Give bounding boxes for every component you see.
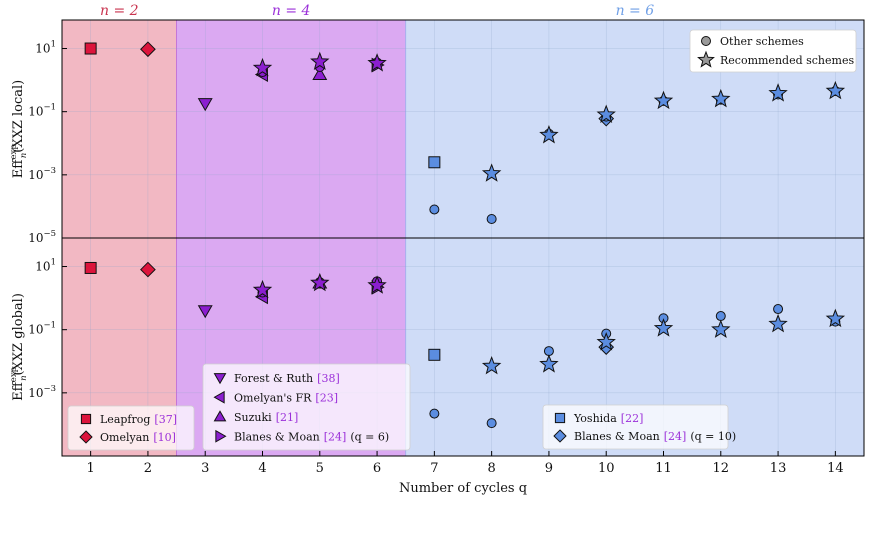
legend-label: Yoshida [22]	[573, 412, 643, 425]
point-star	[310, 51, 330, 71]
point-other	[486, 213, 497, 224]
legend-marker-triangle-up	[213, 410, 227, 422]
x-tick-label: 7	[430, 461, 438, 476]
legends: Other schemes Recommended schemes Leapfrog…	[67, 29, 857, 451]
point-star	[653, 90, 674, 110]
x-tick-label: 10	[598, 461, 615, 476]
point-star	[596, 332, 616, 351]
x-tick-label: 6	[373, 461, 381, 476]
point-star	[768, 313, 788, 333]
y-tick-label: 10−3	[28, 166, 56, 182]
point-star	[711, 319, 731, 338]
legend-label: Other schemes	[720, 35, 804, 48]
legend-label: Forest & Ruth [38]	[234, 372, 340, 385]
point-star	[768, 83, 788, 102]
data-points	[84, 41, 846, 429]
legend-box	[67, 405, 195, 451]
y-tick-label: 10−1	[28, 321, 56, 337]
point-triangle-up	[312, 66, 328, 80]
point-diamond	[140, 41, 156, 58]
x-axis-label: Number of cycles q	[399, 481, 527, 496]
point-star	[825, 308, 846, 328]
legend-label: Suzuki [21]	[234, 411, 298, 424]
point-star	[367, 275, 387, 294]
point-other	[715, 311, 726, 322]
legend-box	[202, 363, 411, 451]
x-tick-label: 4	[258, 461, 266, 476]
legend-marker-triangle-right	[215, 429, 227, 443]
point-other	[773, 304, 784, 315]
legend-box	[542, 404, 729, 450]
point-star	[711, 88, 731, 108]
legend-label: Omelyan [10]	[100, 431, 176, 444]
y-axis-label: Effexpn(XXZ global)	[9, 293, 29, 401]
x-tick-label: 8	[488, 461, 496, 476]
point-other	[486, 418, 497, 429]
y-tick-label: 101	[35, 258, 56, 274]
point-other	[429, 204, 440, 215]
point-star	[539, 354, 559, 373]
legend-label: Blanes & Moan [24] (q = 10)	[574, 430, 736, 443]
x-tick-label: 14	[827, 461, 844, 476]
region-label: n = 6	[616, 3, 655, 19]
point-star	[481, 163, 502, 182]
point-star	[539, 124, 559, 144]
point-square	[428, 156, 441, 169]
y-tick-label: 10−3	[28, 384, 56, 400]
axes-frame	[61, 237, 865, 457]
point-triangle-down	[197, 98, 213, 112]
legend-marker-star	[697, 50, 715, 68]
legend-marker-circle	[701, 36, 711, 46]
legend-marker-square	[80, 413, 92, 425]
region-label: n = 4	[272, 3, 311, 19]
x-tick-label: 13	[770, 461, 787, 476]
point-star	[310, 272, 330, 292]
legend-label: Blanes & Moan [24] (q = 6)	[234, 430, 389, 443]
x-tick-label: 3	[201, 461, 209, 476]
y-axis-label: Effexpn(XXZ local)	[9, 80, 29, 178]
point-star	[252, 57, 273, 77]
legend-marker-diamond	[553, 429, 567, 443]
point-square	[84, 42, 97, 55]
y-tick-label: 10−5	[28, 229, 56, 245]
point-diamond	[140, 261, 156, 278]
legend-marker-triangle-down	[213, 373, 227, 385]
point-square	[428, 348, 441, 361]
y-tick-label: 10−1	[28, 103, 56, 119]
legend-marker-triangle-left	[213, 390, 225, 404]
y-tick-label: 101	[35, 40, 56, 56]
point-star	[596, 104, 616, 123]
point-square	[84, 261, 97, 274]
legend-label: Recommended schemes	[720, 54, 854, 67]
x-tick-label: 11	[655, 461, 672, 476]
point-star	[653, 318, 674, 337]
point-star	[367, 53, 387, 72]
legend-label: Omelyan's FR [23]	[234, 391, 338, 404]
x-tick-label: 1	[87, 461, 95, 476]
point-star	[825, 80, 846, 100]
point-triangle-down	[197, 305, 213, 319]
x-tick-label: 2	[144, 461, 152, 476]
legend-marker-diamond	[79, 430, 93, 444]
legend-label: Leapfrog [37]	[100, 413, 177, 426]
x-tick-label: 9	[545, 461, 553, 476]
legend-marker-square	[554, 412, 566, 424]
x-tick-label: 5	[316, 461, 324, 476]
point-star	[252, 279, 273, 299]
x-tick-label: 12	[713, 461, 730, 476]
legend-box	[689, 29, 857, 73]
point-star	[481, 355, 502, 375]
point-other	[429, 408, 440, 419]
region-label: n = 2	[100, 3, 139, 19]
